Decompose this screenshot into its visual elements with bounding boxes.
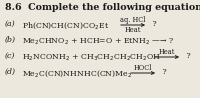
Text: Heat: Heat <box>125 26 141 34</box>
Text: aq. HCl: aq. HCl <box>120 16 146 24</box>
Text: Heat: Heat <box>159 48 175 56</box>
Text: Ph(CN)CH(CN)CO$_2$Et: Ph(CN)CH(CN)CO$_2$Et <box>22 20 109 31</box>
Text: Me$_2$CHNO$_2$ + HCH=O + EtNH$_2$ —→ ?: Me$_2$CHNO$_2$ + HCH=O + EtNH$_2$ —→ ? <box>22 36 174 46</box>
Text: ?: ? <box>184 52 191 60</box>
Text: ?: ? <box>160 68 167 76</box>
Text: H$_2$NCONH$_2$ + CH$_3$CH$_2$CH$_2$CH$_2$OH: H$_2$NCONH$_2$ + CH$_3$CH$_2$CH$_2$CH$_2… <box>22 52 161 63</box>
Text: (a): (a) <box>5 20 16 28</box>
Text: (d): (d) <box>5 68 16 76</box>
Text: HOCl: HOCl <box>134 64 152 72</box>
Text: Me$_2$C(CN)NHNHC(CN)Me$_2$: Me$_2$C(CN)NHNHC(CN)Me$_2$ <box>22 68 132 79</box>
Text: (b): (b) <box>5 36 16 44</box>
Text: 8.6  Complete the following equations.: 8.6 Complete the following equations. <box>5 3 200 12</box>
Text: (c): (c) <box>5 52 15 60</box>
Text: ?: ? <box>150 20 157 28</box>
